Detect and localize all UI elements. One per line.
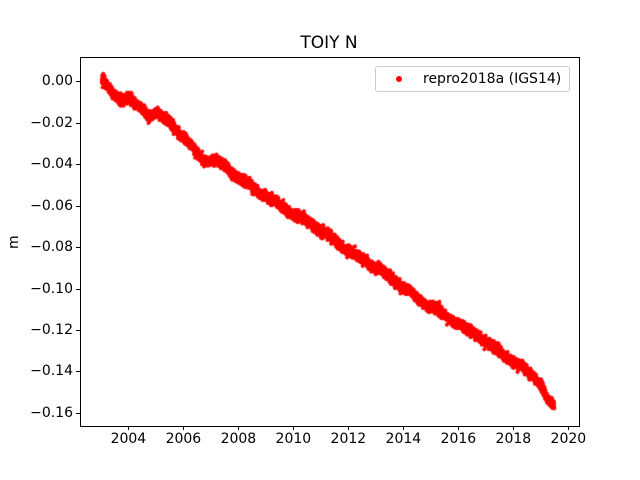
scatter-series-canvas: [81, 58, 579, 426]
y-tick-label: −0.16: [30, 404, 73, 421]
plot-title: TOIY N: [300, 33, 358, 53]
x-tick-label: 2016: [440, 431, 477, 447]
y-tick-mark: [76, 247, 80, 249]
y-tick-label: −0.14: [30, 363, 73, 380]
x-tick-mark: [567, 426, 569, 430]
x-tick-mark: [512, 426, 514, 430]
y-tick-mark: [76, 412, 80, 414]
x-tick-label: 2008: [220, 431, 257, 447]
x-tick-mark: [292, 426, 294, 430]
plot-area: [80, 57, 580, 427]
legend-dot-marker-icon: [396, 76, 402, 82]
y-tick-mark: [76, 330, 80, 331]
y-tick-mark: [76, 164, 80, 166]
x-tick-mark: [182, 426, 184, 430]
y-axis-label: m: [6, 235, 22, 249]
x-tick-mark: [457, 426, 459, 430]
x-tick-mark: [402, 426, 404, 430]
y-tick-mark: [76, 288, 80, 290]
y-tick-mark: [76, 205, 80, 207]
x-tick-label: 2020: [550, 431, 587, 447]
legend: repro2018a (IGS14): [375, 66, 570, 92]
x-tick-label: 2012: [330, 431, 367, 447]
y-tick-label: −0.04: [30, 156, 73, 173]
y-tick-label: −0.12: [30, 322, 73, 338]
x-tick-mark: [127, 426, 129, 430]
y-tick-label: −0.10: [30, 280, 73, 297]
x-tick-mark: [237, 426, 239, 430]
x-tick-label: 2006: [165, 431, 202, 447]
y-tick-label: 0.00: [41, 73, 73, 90]
y-tick-label: −0.02: [30, 114, 73, 131]
x-tick-label: 2004: [110, 431, 147, 447]
y-tick-mark: [76, 371, 80, 373]
y-tick-mark: [76, 81, 80, 83]
x-tick-mark: [347, 426, 349, 430]
x-tick-label: 2014: [385, 431, 422, 447]
x-tick-label: 2018: [495, 431, 532, 447]
y-tick-label: −0.08: [30, 239, 73, 256]
y-tick-mark: [76, 122, 80, 124]
legend-series-label: repro2018a (IGS14): [423, 71, 562, 87]
y-tick-label: −0.06: [30, 197, 73, 214]
x-tick-label: 2010: [275, 431, 312, 447]
